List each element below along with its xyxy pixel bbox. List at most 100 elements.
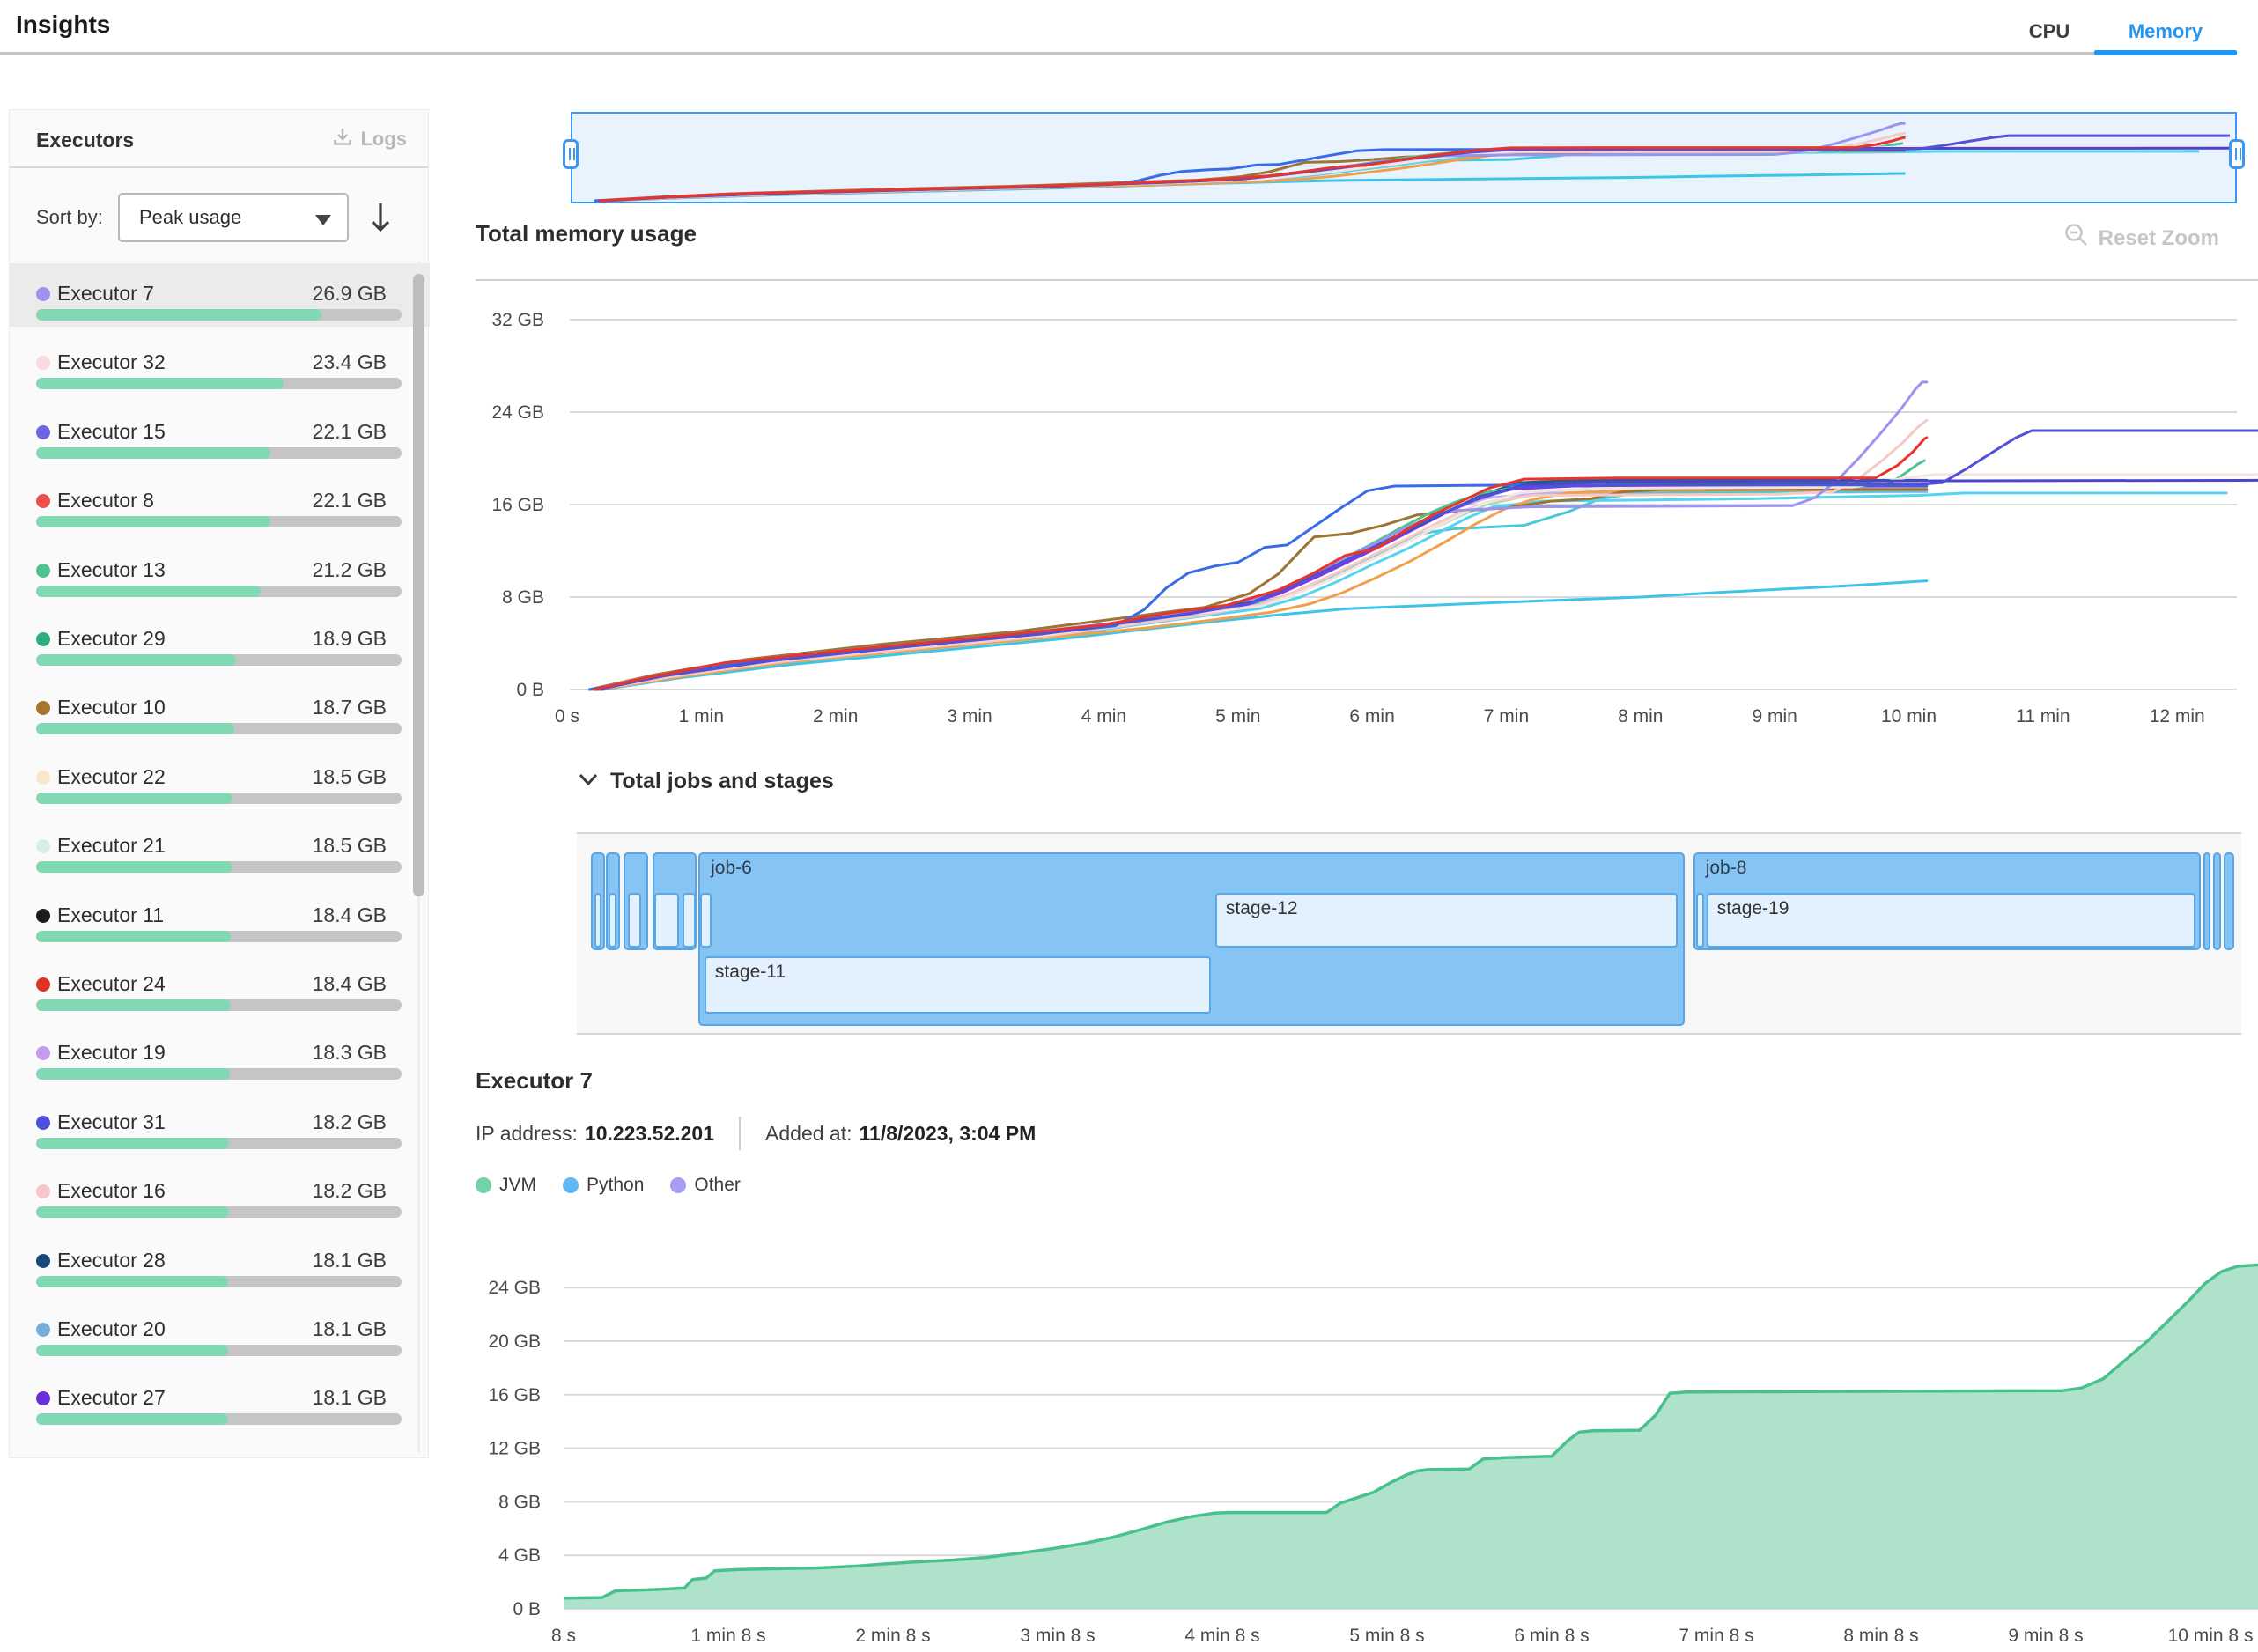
svg-text:7 min: 7 min xyxy=(1484,706,1529,726)
job-bar[interactable] xyxy=(2203,852,2210,950)
brush-handle-right[interactable] xyxy=(2229,139,2245,169)
executor-row[interactable]: Executor 7 26.9 GB xyxy=(10,262,430,330)
executor-peak-value: 18.5 GB xyxy=(312,764,387,788)
job-bar[interactable] xyxy=(2223,852,2234,950)
executor-row[interactable]: Executor 20 18.1 GB xyxy=(10,1297,430,1366)
stage-bar-stage-19[interactable]: stage-19 xyxy=(1706,893,2196,948)
executor-color-dot xyxy=(36,1046,50,1061)
executor-name: Executor 15 xyxy=(57,419,166,443)
logs-button[interactable]: Logs xyxy=(332,126,407,152)
tab-memory[interactable]: Memory xyxy=(2128,20,2203,42)
jobs-section-header[interactable]: Total jobs and stages xyxy=(577,768,834,795)
svg-text:24 GB: 24 GB xyxy=(491,402,544,423)
executor-row[interactable]: Executor 27 18.1 GB xyxy=(10,1366,430,1434)
brush-mini-chart xyxy=(594,122,2231,203)
usage-bar-track xyxy=(36,723,402,735)
svg-text:0 B: 0 B xyxy=(513,1599,541,1619)
legend-item: JVM xyxy=(476,1175,536,1196)
executor-row[interactable]: Executor 8 22.1 GB xyxy=(10,468,430,537)
stage-bar[interactable] xyxy=(682,893,696,948)
svg-text:16 GB: 16 GB xyxy=(491,495,544,515)
stage-bar[interactable] xyxy=(594,893,602,948)
usage-bar-track xyxy=(36,1275,402,1287)
executor-name: Executor 8 xyxy=(57,489,154,513)
executor-row[interactable]: Executor 29 18.9 GB xyxy=(10,607,430,675)
sort-direction-button[interactable] xyxy=(365,198,395,241)
tab-cpu[interactable]: CPU xyxy=(2028,20,2070,42)
svg-text:5 min 8 s: 5 min 8 s xyxy=(1349,1626,1424,1646)
executor-name: Executor 24 xyxy=(57,972,166,995)
usage-bar-fill xyxy=(36,723,234,735)
executor-peak-value: 18.2 GB xyxy=(312,1179,387,1203)
executor-row[interactable]: Executor 28 18.1 GB xyxy=(10,1228,430,1297)
svg-text:8 GB: 8 GB xyxy=(498,1492,541,1512)
executor-row[interactable]: Executor 21 18.5 GB xyxy=(10,814,430,882)
svg-text:9 min: 9 min xyxy=(1752,706,1797,726)
executor-row[interactable]: Executor 22 18.5 GB xyxy=(10,745,430,814)
usage-bar-track xyxy=(36,516,402,528)
stage-bar[interactable] xyxy=(627,893,641,948)
usage-bar-fill xyxy=(36,378,284,390)
executor-peak-value: 18.4 GB xyxy=(312,972,387,995)
svg-text:6 min 8 s: 6 min 8 s xyxy=(1514,1626,1589,1646)
executor-detail-title: Executor 7 xyxy=(476,1067,593,1094)
usage-bar-fill xyxy=(36,792,232,804)
legend-item: Python xyxy=(563,1175,644,1196)
stage-bar[interactable] xyxy=(1695,893,1704,948)
svg-text:12 min: 12 min xyxy=(2150,706,2205,726)
svg-text:3 min: 3 min xyxy=(947,706,992,726)
executor-color-dot xyxy=(36,356,50,371)
executor-color-dot xyxy=(36,839,50,854)
stage-bar[interactable] xyxy=(654,893,679,948)
ip-address-label: IP address: xyxy=(476,1121,578,1145)
svg-text:1 min 8 s: 1 min 8 s xyxy=(690,1626,765,1646)
executor-color-dot xyxy=(36,494,50,509)
stage-label: stage-11 xyxy=(714,962,786,982)
executor-row[interactable]: Executor 31 18.2 GB xyxy=(10,1090,430,1159)
executor-row[interactable]: Executor 19 18.3 GB xyxy=(10,1021,430,1089)
executor-row[interactable]: Executor 10 18.7 GB xyxy=(10,675,430,744)
usage-bar-track xyxy=(36,1068,402,1080)
sidebar-scrollbar-thumb[interactable] xyxy=(413,274,424,896)
legend-dot xyxy=(563,1177,579,1193)
svg-text:9 min 8 s: 9 min 8 s xyxy=(2008,1626,2083,1646)
svg-text:10 min: 10 min xyxy=(1881,706,1937,726)
executor-name: Executor 32 xyxy=(57,350,166,374)
timeline-brush[interactable] xyxy=(571,112,2237,203)
svg-text:0 B: 0 B xyxy=(516,680,544,700)
usage-bar-track xyxy=(36,309,402,321)
download-icon xyxy=(332,126,353,152)
usage-bar-track xyxy=(36,1206,402,1219)
job-bar[interactable] xyxy=(2212,852,2221,950)
svg-text:11 min: 11 min xyxy=(2016,706,2070,726)
executor-peak-value: 22.1 GB xyxy=(312,489,387,513)
stage-bar[interactable] xyxy=(609,893,616,948)
executor-row[interactable]: Executor 15 22.1 GB xyxy=(10,400,430,468)
executor-memory-area-chart[interactable]: 0 B 4 GB 8 GB 12 GB 16 GB 20 GB 24 GB 8 s 1 min … xyxy=(476,1259,2258,1652)
stage-bar-stage-12[interactable]: stage-12 xyxy=(1214,893,1678,948)
executor-color-dot xyxy=(36,977,50,992)
executor-color-dot xyxy=(36,1115,50,1130)
sort-by-select[interactable]: Peak usage xyxy=(118,193,349,242)
svg-text:10 min 8 s: 10 min 8 s xyxy=(2168,1626,2254,1646)
usage-bar-track xyxy=(36,1413,402,1426)
executor-row[interactable]: Executor 11 18.4 GB xyxy=(10,883,430,952)
stage-bar[interactable] xyxy=(700,893,712,948)
executor-peak-value: 18.1 GB xyxy=(312,1386,387,1410)
stage-bar-stage-11[interactable]: stage-11 xyxy=(704,956,1211,1014)
executor-name: Executor 11 xyxy=(57,903,165,926)
total-memory-usage-chart[interactable]: 0 B 8 GB 16 GB 24 GB 32 GB 0 s 1 min 2 min 3 min… xyxy=(476,291,2258,731)
reset-zoom-button[interactable]: Reset Zoom xyxy=(2063,222,2219,254)
brush-handle-left[interactable] xyxy=(563,139,579,169)
svg-text:4 min 8 s: 4 min 8 s xyxy=(1184,1626,1259,1646)
executor-color-dot xyxy=(36,632,50,646)
executor-peak-value: 21.2 GB xyxy=(312,557,387,581)
chart-top-divider xyxy=(476,279,2258,281)
executor-row[interactable]: Executor 16 18.2 GB xyxy=(10,1159,430,1228)
executor-row[interactable]: Executor 13 21.2 GB xyxy=(10,538,430,607)
executor-row[interactable]: Executor 24 18.4 GB xyxy=(10,952,430,1021)
usage-bar-fill xyxy=(36,999,231,1011)
executor-row[interactable]: Executor 32 23.4 GB xyxy=(10,330,430,399)
executor-color-dot xyxy=(36,1253,50,1268)
executor-name: Executor 13 xyxy=(57,557,166,581)
